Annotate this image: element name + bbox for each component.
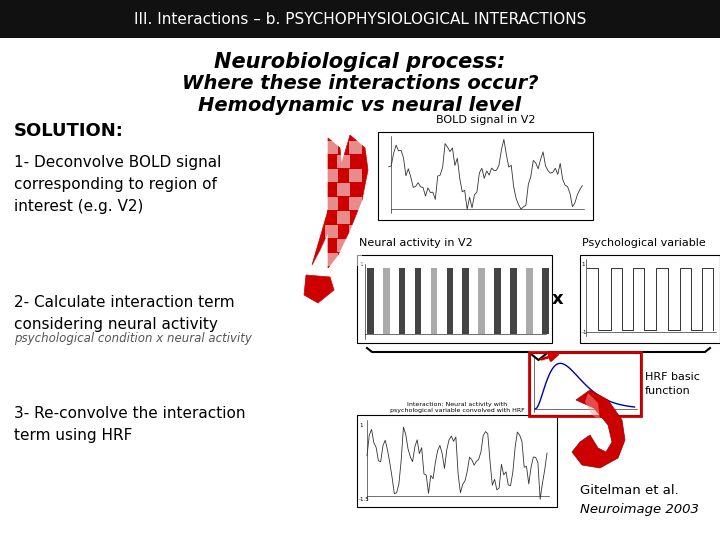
Bar	[415, 268, 421, 334]
Bar	[337, 155, 350, 168]
Bar	[462, 268, 469, 334]
Polygon shape	[304, 275, 334, 303]
Text: III. Interactions – b. PSYCHOPHYSIOLOGICAL INTERACTIONS: III. Interactions – b. PSYCHOPHYSIOLOGIC…	[134, 11, 586, 26]
Bar	[526, 268, 533, 334]
Bar	[357, 255, 552, 343]
Bar	[383, 268, 390, 334]
Bar	[431, 268, 437, 334]
Polygon shape	[312, 135, 368, 268]
Bar	[542, 268, 549, 334]
Bar	[349, 225, 362, 238]
Bar	[325, 169, 338, 182]
Bar	[337, 183, 350, 196]
Bar	[349, 141, 362, 154]
Text: -1.5: -1.5	[359, 497, 370, 502]
Text: 1: 1	[359, 262, 362, 267]
Polygon shape	[585, 393, 600, 420]
Text: 3- Re-convolve the interaction
term using HRF: 3- Re-convolve the interaction term usin…	[14, 406, 246, 443]
Bar	[580, 255, 720, 343]
Bar	[337, 239, 350, 252]
Text: Neurobiological process:: Neurobiological process:	[215, 52, 505, 72]
Text: Where these interactions occur?: Where these interactions occur?	[181, 74, 539, 93]
Text: Psychological variable: Psychological variable	[582, 238, 706, 248]
Bar	[325, 197, 338, 210]
Text: Neural activity in V2: Neural activity in V2	[359, 238, 473, 248]
Bar	[337, 211, 350, 224]
Bar	[530, 353, 640, 415]
Bar	[495, 268, 501, 334]
Text: 2- Calculate interaction term
considering neural activity: 2- Calculate interaction term considerin…	[14, 295, 235, 332]
Bar	[349, 197, 362, 210]
Text: x: x	[552, 290, 564, 308]
Bar	[325, 253, 338, 266]
Bar	[399, 268, 405, 334]
Text: HRF basic
function: HRF basic function	[645, 373, 700, 396]
Bar	[366, 268, 374, 334]
Text: Hemodynamic vs neural level: Hemodynamic vs neural level	[199, 96, 521, 115]
Polygon shape	[572, 390, 625, 468]
Text: Gitelman et al.: Gitelman et al.	[580, 484, 679, 497]
Bar	[478, 268, 485, 334]
Bar	[378, 132, 593, 220]
Text: 1- Deconvolve BOLD signal
corresponding to region of
interest (e.g. V2): 1- Deconvolve BOLD signal corresponding …	[14, 155, 221, 214]
Bar	[510, 268, 517, 334]
Text: SOLUTION:: SOLUTION:	[14, 122, 124, 140]
Text: Neuroimage 2003: Neuroimage 2003	[580, 503, 699, 516]
Text: Interaction: Neural activity with
psychological variable convolved with HRF: Interaction: Neural activity with psycho…	[390, 402, 524, 413]
Bar	[529, 352, 641, 416]
Text: BOLD signal in V2: BOLD signal in V2	[436, 115, 535, 125]
Bar	[349, 253, 362, 266]
Bar	[446, 268, 454, 334]
Text: 1: 1	[582, 262, 585, 267]
Text: -1: -1	[582, 330, 587, 335]
Bar	[325, 225, 338, 238]
Bar	[0, 0, 720, 38]
Bar	[357, 415, 557, 507]
Bar	[349, 169, 362, 182]
Text: 1: 1	[359, 423, 362, 428]
Text: psychological condition x neural activity: psychological condition x neural activit…	[14, 332, 252, 345]
Bar	[325, 141, 338, 154]
